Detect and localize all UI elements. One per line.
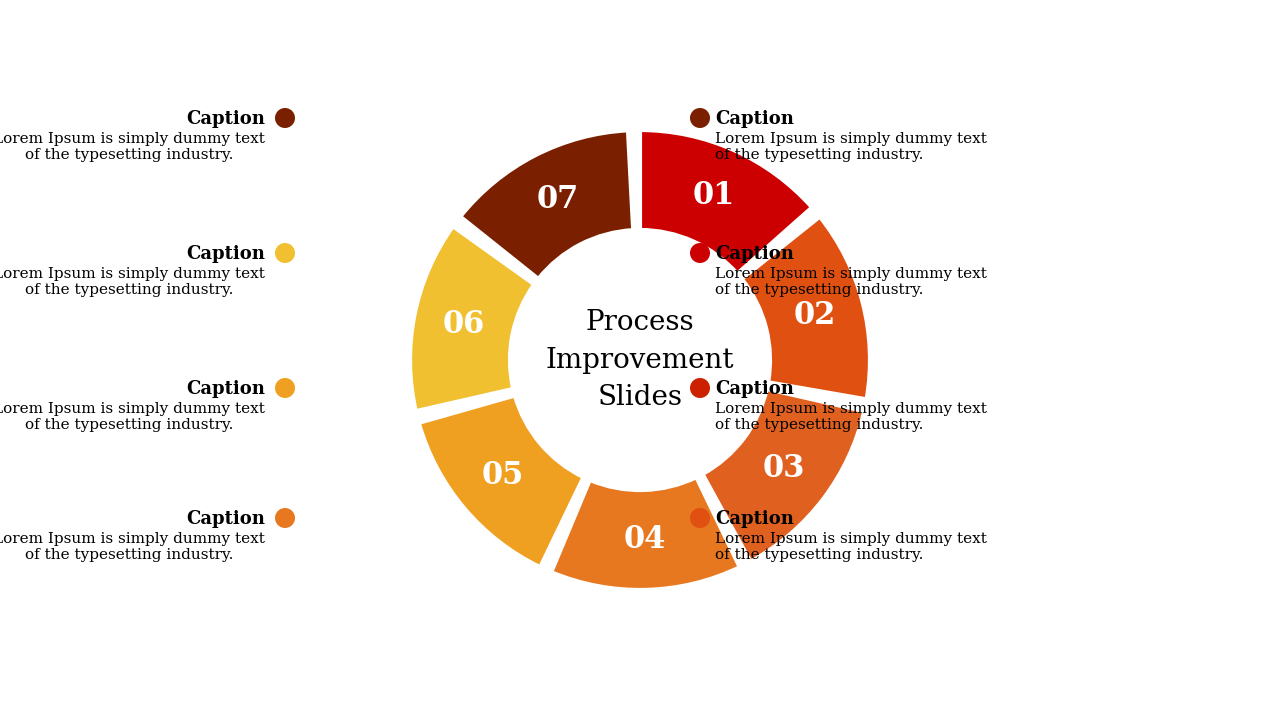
- Text: Caption: Caption: [186, 510, 265, 528]
- Circle shape: [690, 243, 710, 263]
- Circle shape: [275, 108, 294, 128]
- Text: 03: 03: [763, 453, 805, 484]
- Wedge shape: [461, 130, 634, 279]
- Wedge shape: [703, 389, 864, 562]
- Text: 05: 05: [481, 460, 524, 491]
- Text: 02: 02: [794, 300, 836, 331]
- Text: 01: 01: [692, 180, 735, 212]
- Text: 07: 07: [536, 184, 579, 215]
- Text: Lorem Ipsum is simply dummy text
of the typesetting industry.: Lorem Ipsum is simply dummy text of the …: [0, 132, 265, 162]
- Text: Lorem Ipsum is simply dummy text
of the typesetting industry.: Lorem Ipsum is simply dummy text of the …: [716, 132, 987, 162]
- Text: Caption: Caption: [186, 245, 265, 263]
- Text: Lorem Ipsum is simply dummy text
of the typesetting industry.: Lorem Ipsum is simply dummy text of the …: [0, 532, 265, 562]
- Text: 06: 06: [443, 309, 485, 340]
- Wedge shape: [419, 395, 584, 567]
- Wedge shape: [640, 130, 812, 274]
- Text: Process
Improvement
Slides: Process Improvement Slides: [545, 309, 735, 411]
- Circle shape: [275, 243, 294, 263]
- Text: Caption: Caption: [716, 245, 794, 263]
- Wedge shape: [741, 217, 870, 400]
- Text: Caption: Caption: [716, 110, 794, 128]
- Wedge shape: [552, 477, 740, 590]
- Circle shape: [275, 508, 294, 528]
- Circle shape: [275, 378, 294, 398]
- Text: Caption: Caption: [186, 380, 265, 398]
- Circle shape: [690, 378, 710, 398]
- Text: Caption: Caption: [716, 380, 794, 398]
- Text: Lorem Ipsum is simply dummy text
of the typesetting industry.: Lorem Ipsum is simply dummy text of the …: [716, 267, 987, 297]
- Text: Caption: Caption: [716, 510, 794, 528]
- Text: Lorem Ipsum is simply dummy text
of the typesetting industry.: Lorem Ipsum is simply dummy text of the …: [0, 402, 265, 432]
- Text: 04: 04: [623, 524, 666, 555]
- Text: Lorem Ipsum is simply dummy text
of the typesetting industry.: Lorem Ipsum is simply dummy text of the …: [0, 267, 265, 297]
- Circle shape: [690, 508, 710, 528]
- Text: Caption: Caption: [186, 110, 265, 128]
- Text: Lorem Ipsum is simply dummy text
of the typesetting industry.: Lorem Ipsum is simply dummy text of the …: [716, 532, 987, 562]
- Circle shape: [690, 108, 710, 128]
- Wedge shape: [410, 226, 534, 411]
- Text: Lorem Ipsum is simply dummy text
of the typesetting industry.: Lorem Ipsum is simply dummy text of the …: [716, 402, 987, 432]
